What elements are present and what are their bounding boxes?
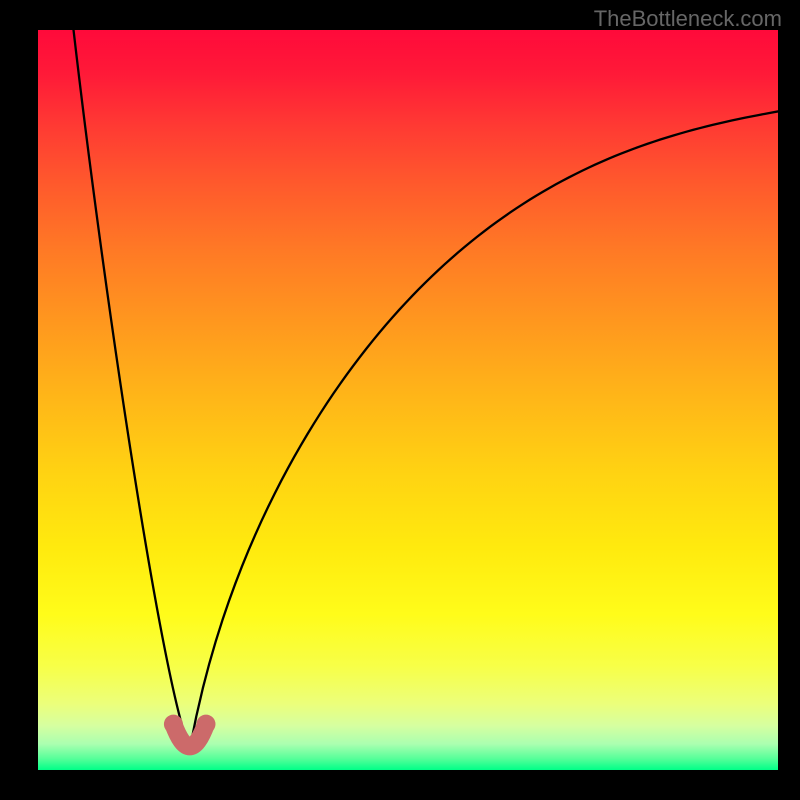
optimal-marker-dot-left bbox=[164, 715, 183, 734]
bottleneck-chart bbox=[38, 30, 778, 770]
bottleneck-curve bbox=[38, 30, 778, 770]
optimal-marker-dot-right bbox=[196, 715, 215, 734]
watermark-text: TheBottleneck.com bbox=[594, 6, 782, 32]
curve-path bbox=[74, 30, 778, 749]
